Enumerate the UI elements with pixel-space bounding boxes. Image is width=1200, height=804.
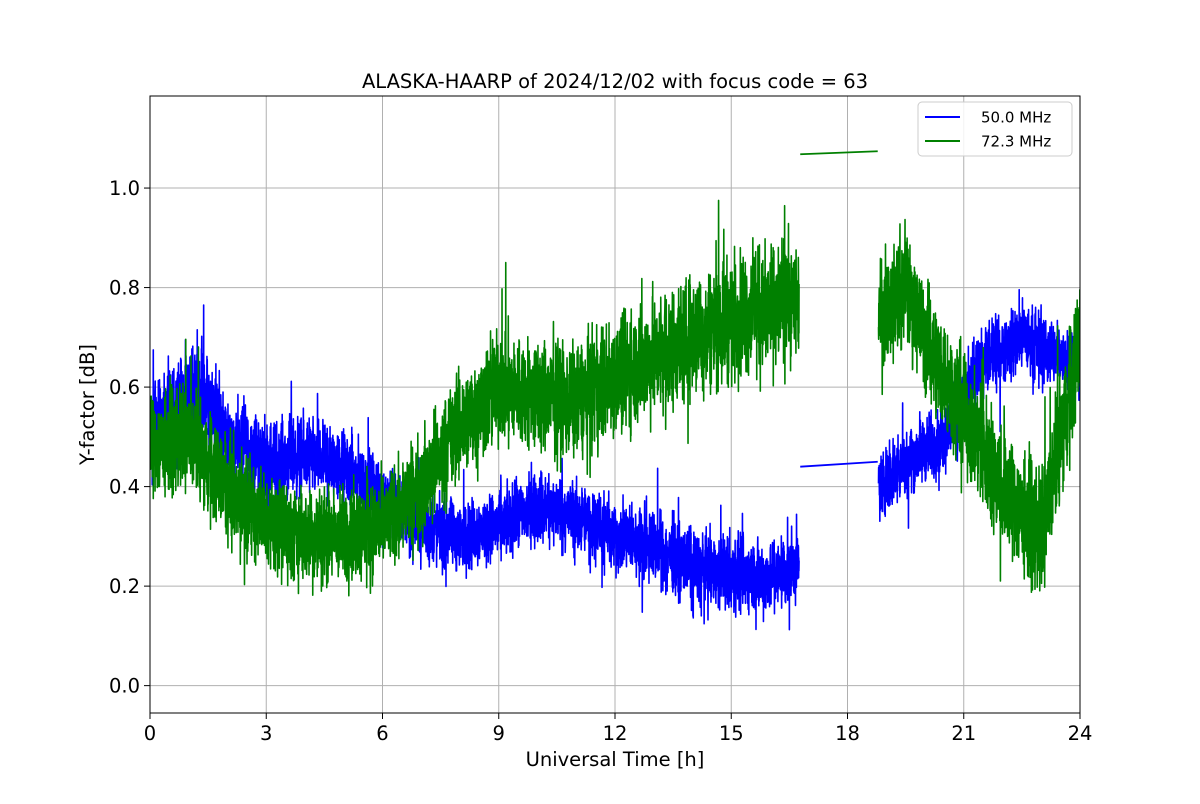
legend-label-50mhz: 50.0 MHz bbox=[981, 109, 1051, 127]
y-tick-label: 0.8 bbox=[109, 277, 140, 300]
x-tick-label: 0 bbox=[144, 722, 156, 745]
x-axis-label: Universal Time [h] bbox=[526, 748, 705, 771]
series-gap-line-72-3-mhz bbox=[800, 150, 878, 156]
y-tick-label: 0.0 bbox=[109, 675, 140, 698]
legend-box bbox=[917, 101, 1073, 157]
x-tick-label: 15 bbox=[719, 722, 744, 745]
x-tick-label: 24 bbox=[1068, 722, 1093, 745]
y-tick-label: 1.0 bbox=[109, 177, 140, 200]
x-tick-label: 9 bbox=[493, 722, 505, 745]
series-line-50-0-mhz bbox=[150, 304, 800, 631]
x-tick-label: 6 bbox=[376, 722, 388, 745]
y-tick-label: 0.2 bbox=[109, 575, 140, 598]
series-layer bbox=[150, 150, 1080, 631]
series-line-50-0-mhz bbox=[877, 288, 1080, 529]
y-axis-label: Y-factor [dB] bbox=[76, 344, 99, 466]
y-tick-label: 0.4 bbox=[109, 476, 140, 499]
x-tick-label: 18 bbox=[835, 722, 860, 745]
series-line-72-3-mhz bbox=[150, 199, 800, 597]
series-gap-line-50-0-mhz bbox=[800, 460, 878, 468]
x-tick-label: 12 bbox=[603, 722, 628, 745]
x-tick-label: 21 bbox=[951, 722, 976, 745]
legend: 50.0 MHz 72.3 MHz bbox=[917, 101, 1073, 157]
chart-title: ALASKA-HAARP of 2024/12/02 with focus co… bbox=[362, 70, 868, 93]
series-line-72-3-mhz bbox=[877, 218, 1080, 594]
axis-ticks: 0 3 6 9 12 15 18 21 24 0.0 0.2 0.4 0.6 0.8 1.0 bbox=[109, 177, 1092, 745]
y-tick-label: 0.6 bbox=[109, 376, 140, 399]
x-tick-label: 3 bbox=[260, 722, 272, 745]
legend-label-72mhz: 72.3 MHz bbox=[981, 133, 1051, 151]
